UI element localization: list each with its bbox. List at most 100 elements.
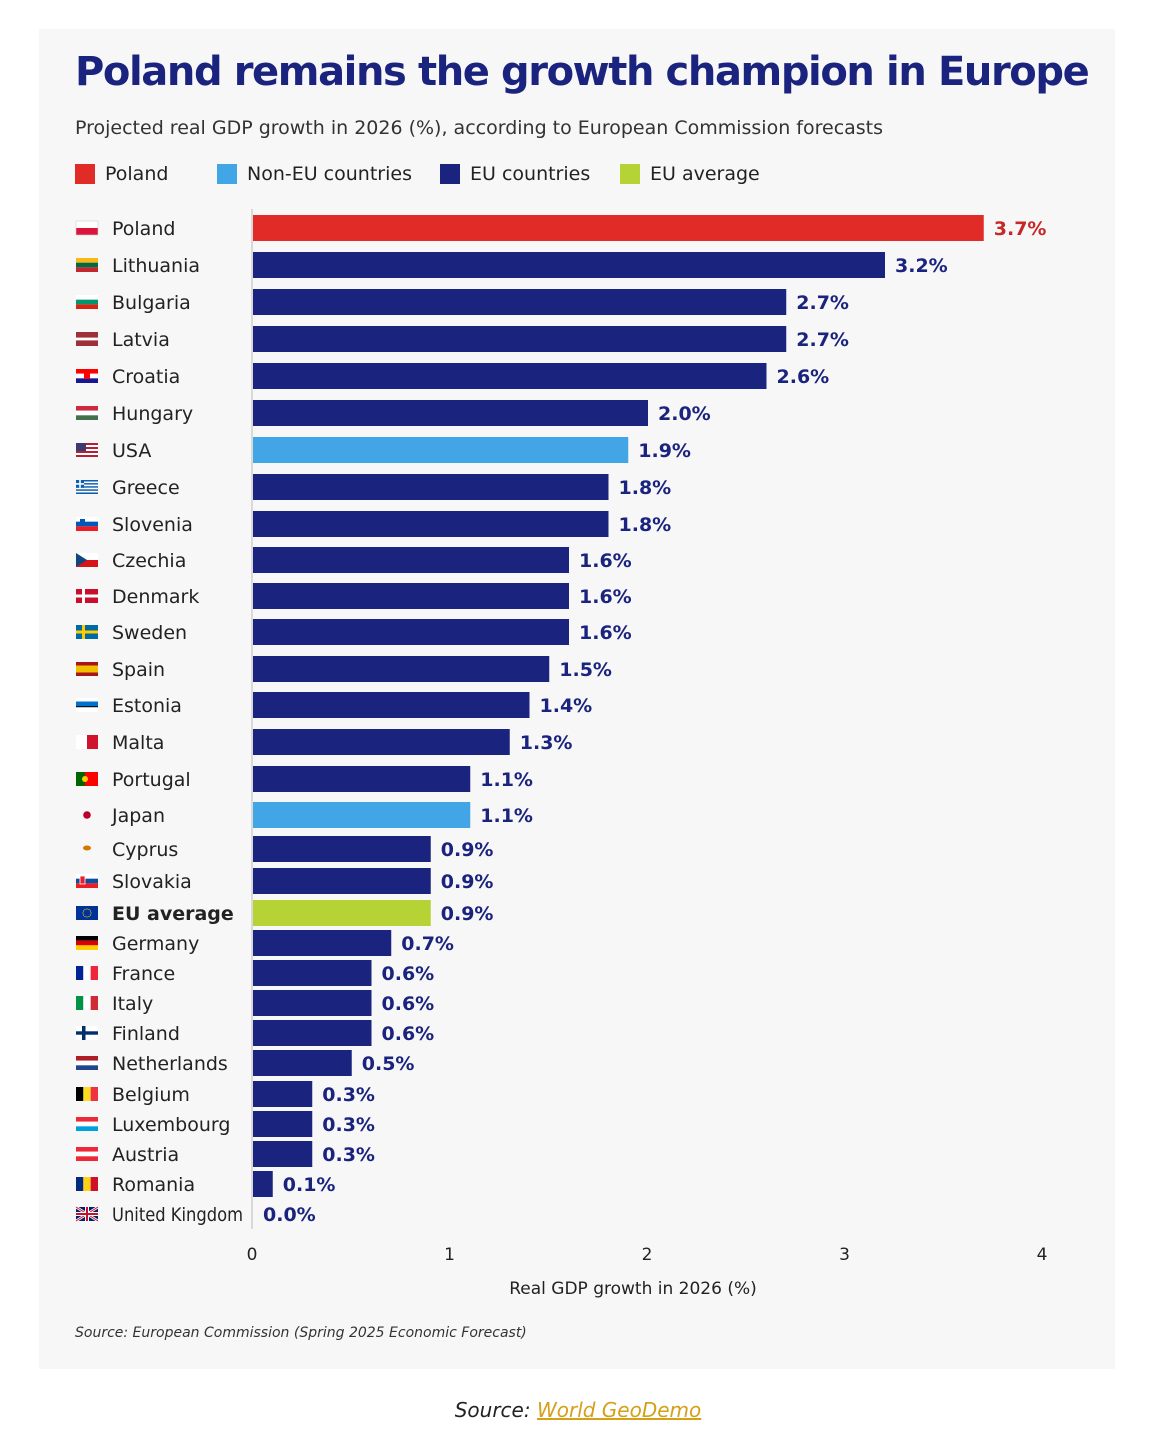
italy-flag-icon <box>76 996 98 1010</box>
greece-flag-icon <box>76 480 98 494</box>
value-label-poland: 3.7% <box>994 218 1047 240</box>
lithuania-flag-icon <box>76 258 98 272</box>
category-label-lithuania: Lithuania <box>112 255 200 277</box>
slovakia-flag-icon <box>76 874 98 888</box>
croatia-flag-icon <box>76 369 98 383</box>
bar-usa <box>253 437 629 463</box>
category-label-greece: Greece <box>112 477 180 499</box>
x-tick-label-1: 1 <box>444 1245 455 1265</box>
category-label-portugal: Portugal <box>112 769 191 791</box>
legend-label-eu-countries: EU countries <box>470 163 591 185</box>
category-label-japan: Japan <box>111 805 165 827</box>
value-label-hungary: 2.0% <box>658 403 711 425</box>
value-label-germany: 0.7% <box>401 933 454 955</box>
eu-flag-icon <box>76 906 98 920</box>
value-label-cyprus: 0.9% <box>441 839 494 861</box>
bar-estonia <box>253 692 530 718</box>
bar-spain <box>253 656 550 682</box>
bar-romania <box>253 1171 273 1197</box>
legend-swatch-non-eu <box>217 164 237 184</box>
bar-lithuania <box>253 252 885 278</box>
category-label-united-kingdom: United Kingdom <box>112 1204 243 1226</box>
value-label-greece: 1.8% <box>619 477 672 499</box>
caption-prefix: Source: <box>454 1398 537 1422</box>
bar-chart-plot: Poland 3.7% Lithuania 3.2% Bulgaria 2.7% Latvi… <box>75 209 1048 1299</box>
bar-luxembourg <box>253 1111 313 1137</box>
bar-france <box>253 960 372 986</box>
value-label-eu-average: 0.9% <box>441 903 494 925</box>
hungary-flag-icon <box>76 406 98 420</box>
portugal-flag-icon <box>76 772 98 786</box>
luxembourg-flag-icon <box>76 1117 98 1131</box>
bar-austria <box>253 1141 313 1167</box>
france-flag-icon <box>76 966 98 980</box>
chart-subtitle: Projected real GDP growth in 2026 (%), a… <box>75 117 884 139</box>
caption-source-link[interactable]: World GeoDemo <box>536 1398 702 1422</box>
category-label-germany: Germany <box>112 933 199 955</box>
latvia-flag-icon <box>76 332 98 346</box>
category-label-france: France <box>112 963 175 985</box>
category-label-denmark: Denmark <box>112 586 199 608</box>
value-label-bulgaria: 2.7% <box>796 292 849 314</box>
category-label-slovenia: Slovenia <box>112 514 193 536</box>
bar-finland <box>253 1020 372 1046</box>
bar-latvia <box>253 326 787 352</box>
value-label-slovenia: 1.8% <box>619 514 672 536</box>
value-label-malta: 1.3% <box>520 732 573 754</box>
uk-flag-icon <box>75 1205 99 1223</box>
estonia-flag-icon <box>76 698 98 712</box>
legend-item-eu-countries: EU countries <box>440 163 590 185</box>
value-label-sweden: 1.6% <box>579 622 632 644</box>
x-tick-label-4: 4 <box>1037 1245 1048 1265</box>
x-tick-label-0: 0 <box>247 1245 258 1265</box>
category-label-italy: Italy <box>112 993 153 1015</box>
legend-label-eu-average: EU average <box>650 163 760 185</box>
legend-item-poland: Poland <box>75 163 168 185</box>
source-note: Source: European Commission (Spring 2025… <box>75 1325 527 1341</box>
legend-swatch-poland <box>75 164 95 184</box>
category-label-belgium: Belgium <box>112 1084 190 1106</box>
legend-item-eu-average: EU average <box>620 163 760 185</box>
bar-czechia <box>253 547 569 573</box>
value-label-luxembourg: 0.3% <box>322 1114 375 1136</box>
chart-card: Poland remains the growth champion in Eu… <box>39 29 1115 1369</box>
bar-greece <box>253 474 609 500</box>
category-label-eu-average: EU average <box>112 903 234 925</box>
bar-hungary <box>253 400 648 426</box>
value-label-belgium: 0.3% <box>322 1084 375 1106</box>
category-label-slovakia: Slovakia <box>112 871 192 893</box>
category-label-finland: Finland <box>112 1023 180 1045</box>
bulgaria-flag-icon <box>76 295 98 309</box>
bar-sweden <box>253 619 569 645</box>
value-label-finland: 0.6% <box>382 1023 435 1045</box>
category-label-poland: Poland <box>112 218 175 240</box>
value-label-romania: 0.1% <box>283 1174 336 1196</box>
bar-slovakia <box>253 868 431 894</box>
bar-portugal <box>253 766 471 792</box>
category-label-bulgaria: Bulgaria <box>112 292 191 314</box>
category-label-estonia: Estonia <box>112 695 182 717</box>
bar-bulgaria <box>253 289 787 315</box>
caption: Source: World GeoDemo <box>0 1398 1156 1422</box>
category-label-latvia: Latvia <box>112 329 170 351</box>
value-label-czechia: 1.6% <box>579 550 632 572</box>
legend-item-non-eu: Non-EU countries <box>217 163 412 185</box>
sweden-flag-icon <box>76 625 98 639</box>
value-label-japan: 1.1% <box>480 805 533 827</box>
value-label-portugal: 1.1% <box>480 769 533 791</box>
category-label-hungary: Hungary <box>112 403 193 425</box>
x-axis-label: Real GDP growth in 2026 (%) <box>509 1279 757 1299</box>
value-label-latvia: 2.7% <box>796 329 849 351</box>
category-label-croatia: Croatia <box>112 366 180 388</box>
usa-flag-icon <box>76 443 98 457</box>
category-label-luxembourg: Luxembourg <box>112 1114 230 1136</box>
value-label-austria: 0.3% <box>322 1144 375 1166</box>
bar-eu-average <box>253 900 431 926</box>
value-label-estonia: 1.4% <box>540 695 593 717</box>
value-label-denmark: 1.6% <box>579 586 632 608</box>
bar-italy <box>253 990 372 1016</box>
slovenia-flag-icon <box>76 517 98 531</box>
bar-belgium <box>253 1081 313 1107</box>
bar-malta <box>253 729 510 755</box>
japan-flag-icon <box>83 811 91 819</box>
